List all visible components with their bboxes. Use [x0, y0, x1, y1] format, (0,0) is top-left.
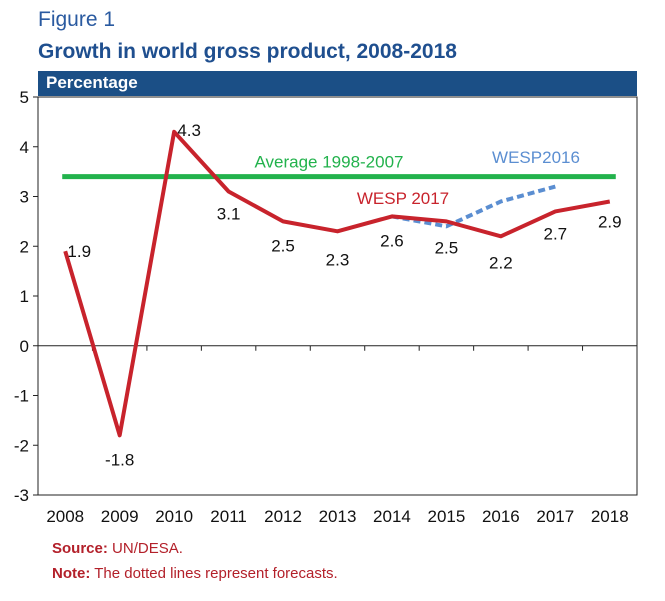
source-line: Source: UN/DESA.	[52, 540, 183, 557]
y-tick-label: -1	[14, 387, 29, 406]
average-legend-label: Average 1998-2007	[254, 153, 403, 172]
x-tick-label: 2014	[373, 507, 411, 526]
wesp2016-line	[391, 184, 556, 229]
note-key: Note:	[52, 565, 91, 582]
chart-title: Growth in world gross product, 2008-2018	[38, 40, 457, 63]
data-label: 2.5	[271, 236, 295, 255]
data-label: 3.1	[217, 205, 241, 224]
wesp2017-legend-label: WESP 2017	[357, 189, 449, 208]
x-tick-label: 2015	[427, 507, 465, 526]
y-tick-label: 2	[20, 237, 29, 256]
y-tick-label: 3	[20, 188, 29, 207]
source-value: UN/DESA.	[112, 540, 183, 557]
header-bar: Percentage	[38, 71, 637, 96]
y-tick-label: 4	[20, 138, 29, 157]
y-tick-label: 5	[20, 88, 29, 107]
x-tick-label: 2016	[482, 507, 520, 526]
x-tick-label: 2008	[46, 507, 84, 526]
figure-label: Figure 1	[38, 8, 116, 31]
data-label: 2.5	[435, 238, 459, 257]
y-tick-label: 1	[20, 287, 29, 306]
data-label: 2.3	[326, 250, 350, 269]
wesp2016-legend-label: WESP2016	[492, 148, 580, 167]
data-label: 2.9	[598, 212, 622, 231]
data-label: 2.6	[380, 231, 404, 250]
data-label: 4.3	[177, 121, 201, 140]
data-label: -1.8	[105, 450, 134, 469]
x-tick-label: 2013	[319, 507, 357, 526]
x-tick-label: 2010	[155, 507, 193, 526]
x-tick-label: 2009	[101, 507, 139, 526]
data-label: 2.2	[489, 253, 513, 272]
wesp2017-line	[63, 129, 611, 438]
data-label: 1.9	[67, 242, 91, 261]
x-tick-label: 2012	[264, 507, 302, 526]
note-value: The dotted lines represent forecasts.	[94, 565, 338, 582]
x-tick-label: 2011	[210, 507, 247, 526]
x-tick-label: 2018	[591, 507, 629, 526]
x-tick-label: 2017	[536, 507, 574, 526]
note-line: Note: The dotted lines represent forecas…	[52, 565, 338, 582]
y-tick-label: 0	[20, 337, 29, 356]
header-text: Percentage	[46, 73, 138, 92]
y-tick-label: -2	[14, 436, 29, 455]
y-tick-label: -3	[14, 486, 29, 505]
source-key: Source:	[52, 540, 108, 557]
data-label: 2.7	[543, 224, 567, 243]
